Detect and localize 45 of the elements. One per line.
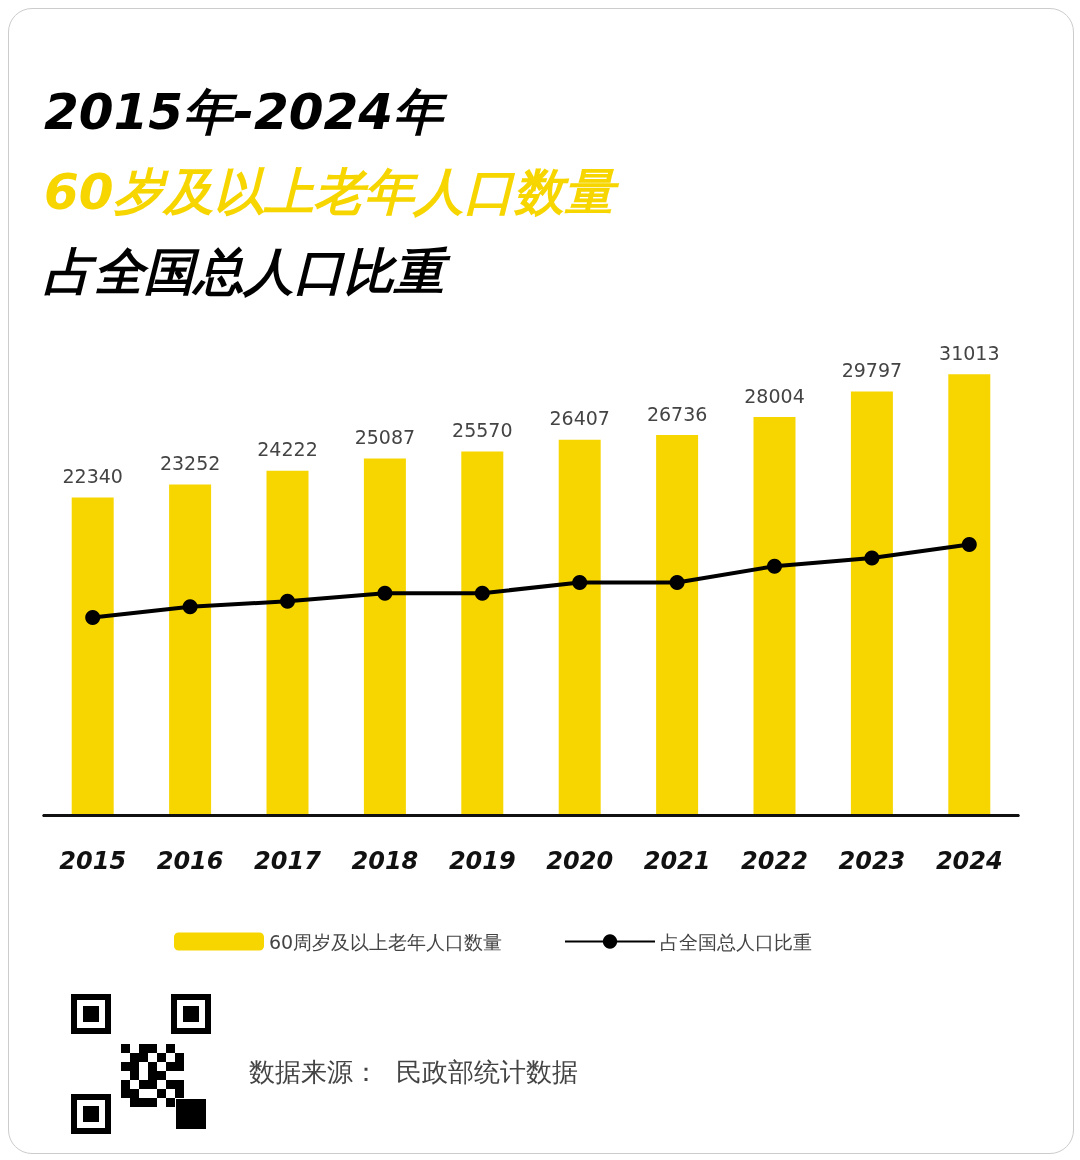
bar — [753, 417, 796, 815]
x-tick-label: 2018 — [351, 847, 419, 875]
point — [182, 599, 198, 615]
point — [474, 585, 490, 601]
point — [280, 593, 295, 609]
x-tick-label: 2022 — [741, 847, 808, 875]
legend-label: 60周岁及以上老年人口数量 — [269, 930, 503, 953]
chart-title: 2015年-2024年 — [44, 83, 449, 141]
bar — [558, 439, 601, 815]
bar — [169, 484, 212, 815]
bar — [71, 497, 114, 815]
point — [767, 558, 782, 574]
bar — [948, 374, 991, 815]
x-tick-label: 2017 — [254, 847, 322, 875]
x-tick-label: 2015 — [59, 847, 127, 875]
point — [572, 574, 588, 590]
source-note: 数据来源： 民政部统计数据 — [249, 1057, 578, 1087]
bar — [850, 391, 893, 815]
chart-subtitle: 60岁及以上老年人口数量占全国总人口比重 — [44, 163, 620, 301]
bar — [266, 470, 309, 815]
data-label: 26407 — [549, 407, 610, 430]
x-tick-label: 2020 — [546, 847, 614, 875]
data-label: 31013 — [939, 341, 1000, 364]
point — [85, 610, 101, 626]
bar — [656, 435, 699, 815]
data-label: 25087 — [354, 425, 416, 448]
point — [669, 574, 685, 590]
point — [377, 585, 393, 601]
x-tick-label: 2019 — [448, 847, 516, 875]
bar — [461, 451, 504, 815]
data-label: 26736 — [646, 402, 708, 425]
x-tick-label: 2024 — [935, 847, 1003, 875]
data-label: 22340 — [62, 465, 123, 488]
legend-label: 占全国总人口比重 — [660, 930, 812, 953]
x-tick-label: 2023 — [838, 847, 906, 875]
data-label: 23252 — [159, 452, 221, 475]
point — [864, 550, 880, 566]
x-tick-label: 2021 — [643, 847, 711, 875]
point — [961, 537, 977, 553]
data-label: 28004 — [744, 384, 805, 407]
data-label: 24222 — [257, 438, 318, 461]
data-label: 25570 — [452, 419, 513, 442]
x-tick-label: 2016 — [156, 847, 224, 875]
bar — [363, 458, 406, 815]
data-label: 29797 — [841, 359, 903, 382]
